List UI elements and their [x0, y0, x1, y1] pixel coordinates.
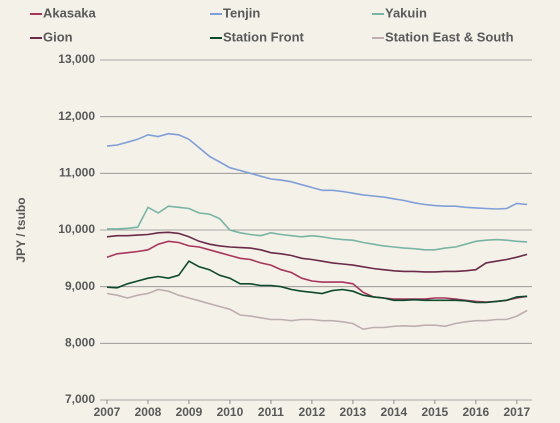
series-line — [106, 260, 528, 304]
x-tick-label: 2017 — [503, 405, 530, 419]
series-line — [106, 288, 528, 331]
y-axis-label: JPY / tsubo — [14, 197, 28, 262]
x-tick-label: 2010 — [217, 405, 244, 419]
x-tick-label: 2008 — [135, 405, 162, 419]
y-tick-label: 12,000 — [58, 109, 95, 123]
y-tick-label: 10,000 — [58, 222, 95, 236]
x-tick-label: 2011 — [258, 405, 284, 419]
x-tick-label: 2007 — [94, 405, 121, 419]
series-line — [106, 231, 528, 273]
x-tick-label: 2013 — [340, 405, 367, 419]
y-tick-label: 9,000 — [65, 279, 95, 293]
legend-label: Tenjin — [223, 5, 260, 20]
y-tick-label: 8,000 — [65, 336, 95, 350]
x-tick-label: 2016 — [462, 405, 489, 419]
series-line — [106, 132, 528, 210]
legend-label: Akasaka — [43, 5, 97, 20]
legend-label: Yakuin — [385, 5, 427, 20]
legend-label: Gion — [43, 29, 73, 44]
y-tick-label: 13,000 — [58, 52, 95, 66]
legend-label: Station Front — [223, 29, 305, 44]
y-tick-label: 11,000 — [59, 166, 95, 180]
x-tick-label: 2009 — [176, 405, 203, 419]
series-line — [107, 205, 528, 251]
x-tick-label: 2015 — [422, 405, 449, 419]
x-tick-label: 2012 — [299, 405, 326, 419]
legend-label: Station East & South — [385, 29, 514, 44]
x-tick-label: 2014 — [381, 405, 408, 419]
y-tick-label: 7,000 — [65, 392, 95, 406]
series-line — [106, 240, 528, 303]
